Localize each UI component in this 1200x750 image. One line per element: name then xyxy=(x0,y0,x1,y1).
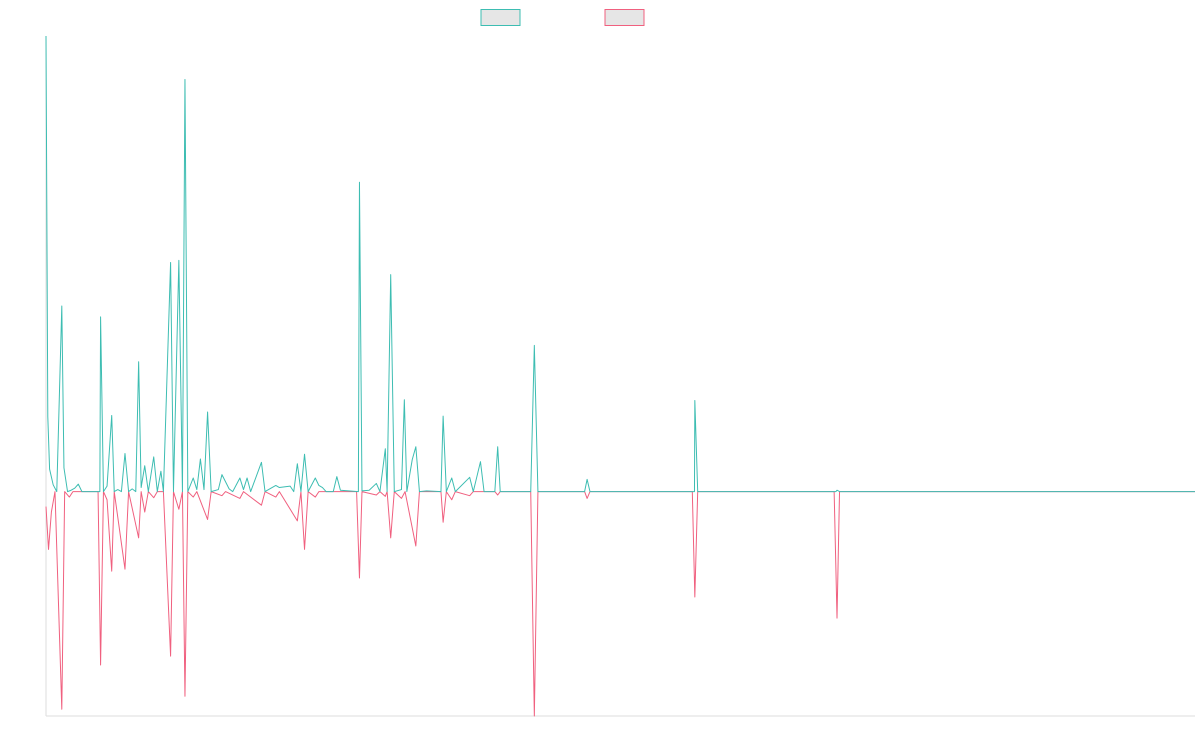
series-line-1 xyxy=(45,35,1195,493)
series-layer xyxy=(45,35,1195,717)
axes xyxy=(45,36,1195,717)
legend-swatch-1 xyxy=(480,9,521,26)
legend-swatch-2 xyxy=(604,9,645,26)
series-line-2 xyxy=(45,491,1195,717)
legend xyxy=(480,9,645,26)
